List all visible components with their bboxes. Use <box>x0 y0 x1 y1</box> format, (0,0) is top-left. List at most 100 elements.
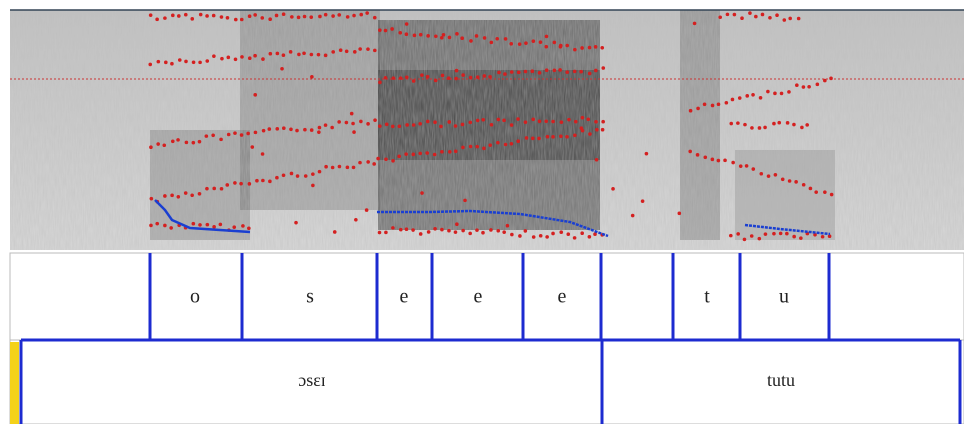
formant-dot <box>516 139 521 144</box>
formant-dot <box>364 208 369 212</box>
formant-dot <box>198 60 202 65</box>
formant-dot <box>331 14 335 18</box>
formant-dot <box>191 140 196 145</box>
formant-dot <box>703 155 708 160</box>
interval-label: u <box>779 286 789 308</box>
formant-dot <box>330 165 335 170</box>
formant-dot <box>732 12 737 17</box>
formant-dot <box>523 69 528 74</box>
formant-dot <box>531 117 536 122</box>
formant-dot <box>751 167 756 171</box>
pitch-track <box>377 209 609 238</box>
formant-dot <box>324 164 328 169</box>
formant-dot <box>763 232 768 236</box>
formant-dot <box>233 17 238 22</box>
formant-dot <box>253 130 258 135</box>
tier-1[interactable]: o s e e e t u <box>9 252 964 341</box>
formant-dot <box>205 186 209 191</box>
formant-dot <box>594 157 599 162</box>
formant-dot <box>377 230 382 235</box>
formant-dot <box>432 152 437 157</box>
formant-dot <box>510 232 514 237</box>
formant-dot <box>482 36 487 40</box>
formant-dot <box>384 230 388 235</box>
formant-dot <box>411 79 416 83</box>
formant-dot <box>383 28 388 33</box>
formant-dot <box>366 160 370 164</box>
formant-dot <box>729 121 734 126</box>
formant-dot <box>317 125 322 130</box>
formant-dot <box>702 102 707 107</box>
formant-dot <box>164 60 168 65</box>
formant-dot <box>489 122 494 127</box>
formant-dot <box>453 230 458 234</box>
formant-dot <box>205 14 209 18</box>
formant-dot <box>544 34 549 39</box>
formant-dot <box>728 233 733 238</box>
tier-background[interactable] <box>9 252 964 341</box>
formant-dot <box>696 106 700 111</box>
formant-dot <box>588 132 592 136</box>
formant-dot <box>411 123 416 127</box>
formant-dot <box>692 21 697 26</box>
formant-dot <box>331 50 335 54</box>
formant-dot <box>537 136 541 141</box>
formant-dot <box>587 234 592 239</box>
formant-dot <box>303 127 307 132</box>
formant-dot <box>260 152 265 156</box>
formant-dot <box>398 76 403 80</box>
formant-dot <box>398 227 403 232</box>
formant-dot <box>296 15 301 20</box>
formant-dot <box>247 226 251 231</box>
formant-dot <box>644 151 649 156</box>
formant-dot <box>787 90 791 94</box>
formant-dot <box>509 41 514 46</box>
formant-dot <box>323 123 328 127</box>
formant-dot <box>289 127 293 132</box>
tier-background[interactable] <box>9 339 964 424</box>
formant-dot <box>455 222 459 227</box>
formant-dot <box>461 145 465 150</box>
formant-dot <box>412 33 417 38</box>
formant-dot <box>446 76 451 80</box>
formant-dot <box>148 62 153 67</box>
formant-dot <box>197 139 202 144</box>
formant-dot <box>373 118 377 122</box>
tier-2[interactable]: ɔsɛɪ tutu <box>9 338 964 424</box>
formant-dot <box>758 95 763 100</box>
formant-dot <box>740 16 744 21</box>
formant-dot <box>247 14 252 18</box>
formant-dot <box>354 217 358 222</box>
formant-dot <box>198 223 202 227</box>
formant-dot <box>559 134 563 139</box>
formant-dot <box>468 75 473 80</box>
formant-dot <box>600 127 605 132</box>
formant-dot <box>344 120 349 125</box>
formant-dot <box>261 128 266 133</box>
formant-dot <box>516 117 520 121</box>
formant-dot <box>330 125 334 130</box>
formant-dot <box>275 175 279 180</box>
interval-label: ɔsɛɪ <box>298 370 326 390</box>
formant-dot <box>352 13 356 18</box>
formant-dot <box>813 233 817 237</box>
formant-dot <box>538 40 543 44</box>
formant-dot <box>759 171 764 176</box>
formant-dot <box>573 119 578 124</box>
formant-dot <box>169 226 173 230</box>
formant-dot <box>156 59 161 64</box>
formant-dot <box>565 43 570 48</box>
formant-dot <box>434 34 438 39</box>
formant-dot <box>274 13 279 18</box>
formant-dot <box>530 69 535 74</box>
formant-dot <box>162 143 167 148</box>
formant-dot <box>829 76 833 81</box>
formant-dot <box>440 227 444 232</box>
formant-dot <box>205 222 210 227</box>
formant-dot <box>594 119 598 124</box>
formant-dot <box>523 229 528 233</box>
pitch-track <box>744 223 831 236</box>
formant-dot <box>281 53 286 58</box>
interval-label: t <box>704 286 710 308</box>
